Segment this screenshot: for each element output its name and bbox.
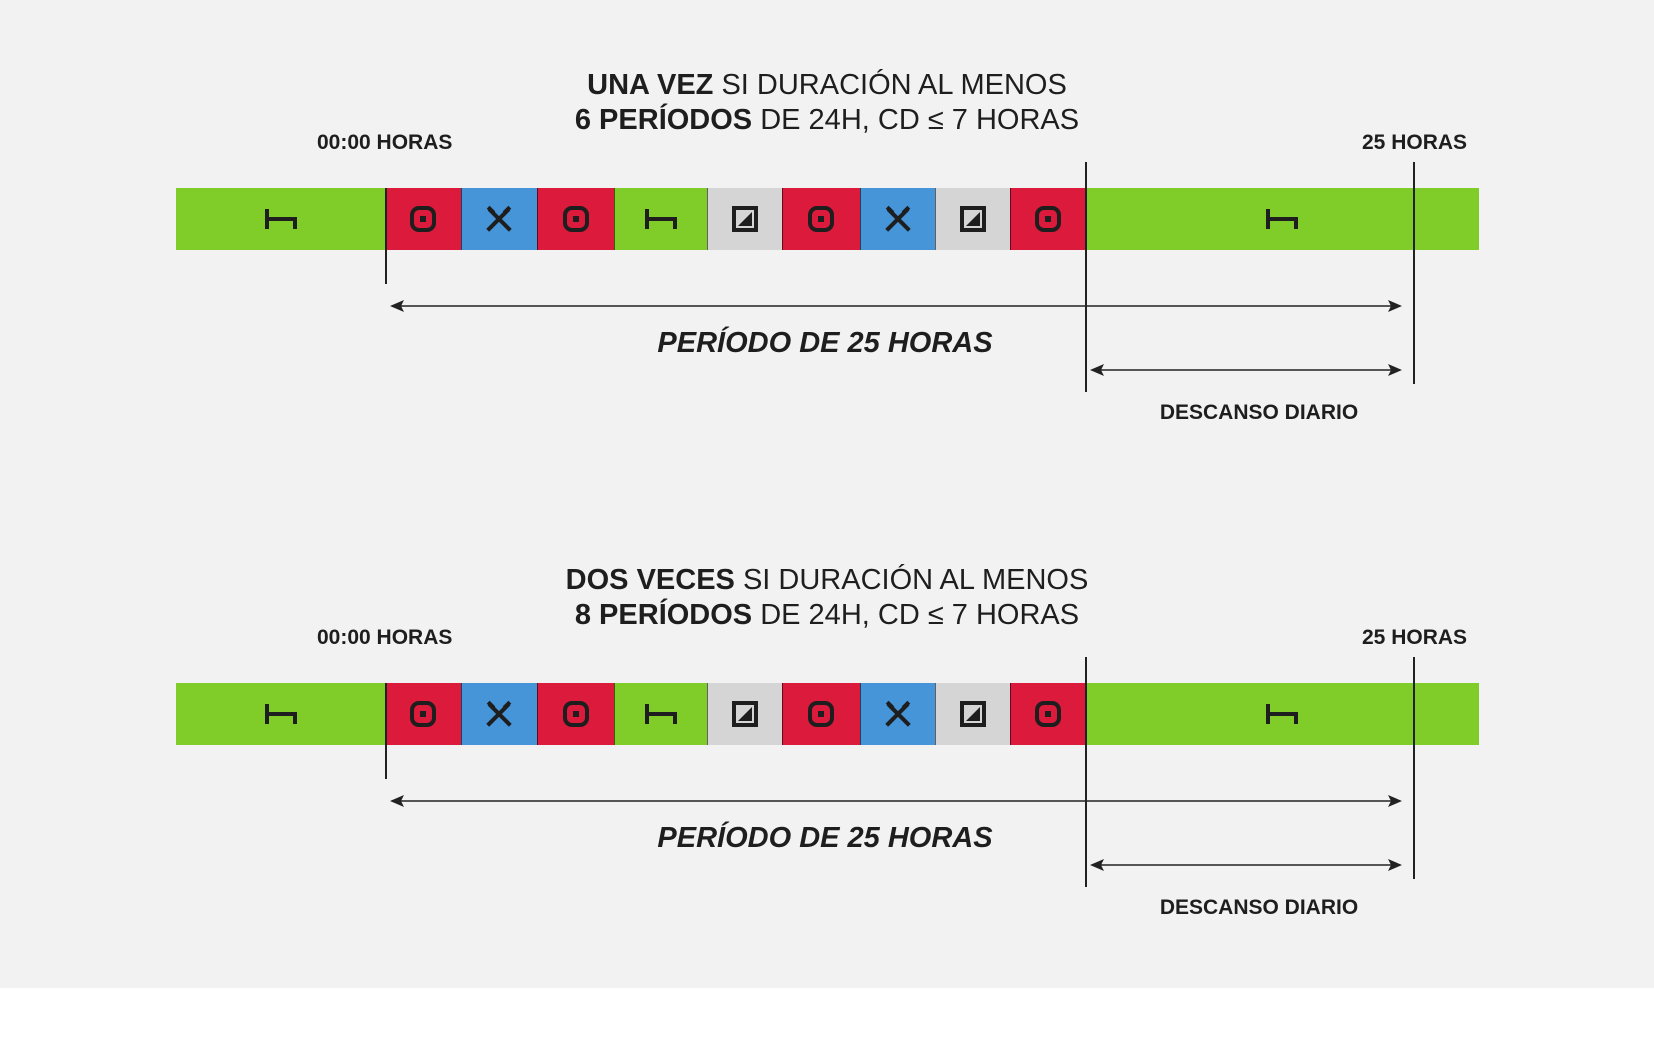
bed-icon [263, 703, 299, 725]
steering-wheel-icon [1034, 700, 1062, 728]
bed-icon [643, 208, 679, 230]
title-text: SI DURACIÓN AL MENOS [713, 69, 1067, 101]
period-arrow [390, 300, 1402, 312]
segment-drive [537, 683, 614, 745]
period-label: PERÍODO DE 25 HORAS [657, 822, 993, 854]
end-hour-label: 25 HORAS [1362, 626, 1468, 649]
segment-rest [176, 683, 385, 745]
steering-wheel-icon [409, 700, 437, 728]
diagram-title-line-2: 6 PERÍODOS DE 24H, CD ≤ 7 HORAS [0, 103, 1654, 138]
period-arrow [390, 795, 1402, 807]
segment-drive [782, 188, 860, 250]
start-marker-line [385, 188, 387, 284]
crossed-hammers-icon [883, 205, 913, 233]
end-marker-line [1413, 657, 1415, 879]
start-marker-line [385, 683, 387, 779]
steering-wheel-icon [562, 700, 590, 728]
diagram-title-line-1: UNA VEZ SI DURACIÓN AL MENOS [0, 68, 1654, 103]
segment-drive [385, 188, 461, 250]
segment-work [461, 188, 537, 250]
daily-rest-label: DESCANSO DIARIO [1159, 896, 1359, 919]
rest-arrow [1090, 364, 1402, 376]
diagram-once: UNA VEZ SI DURACIÓN AL MENOS 6 PERÍODOS … [0, 68, 1654, 468]
segment-rest [176, 188, 385, 250]
steering-wheel-icon [807, 700, 835, 728]
title-emphasis: 6 PERÍODOS [574, 104, 753, 136]
title-text: SI DURACIÓN AL MENOS [734, 564, 1089, 596]
segment-work [860, 683, 935, 745]
crossed-hammers-icon [484, 205, 514, 233]
availability-box-icon [731, 701, 758, 727]
segment-drive [1010, 188, 1085, 250]
segment-work [461, 683, 537, 745]
steering-wheel-icon [807, 205, 835, 233]
rest-start-marker-line [1085, 162, 1087, 392]
segment-drive [782, 683, 860, 745]
end-marker-line [1413, 162, 1415, 384]
title-emphasis: UNA VEZ [587, 69, 714, 101]
start-hour-label: 00:00 HORAS [317, 131, 453, 154]
bed-icon [263, 208, 299, 230]
daily-rest-label: DESCANSO DIARIO [1159, 401, 1359, 424]
rest-start-marker-line [1085, 657, 1087, 887]
dimension-arrows [390, 300, 1402, 376]
steering-wheel-icon [1034, 205, 1062, 233]
availability-box-icon [731, 206, 758, 232]
diagram-panel: UNA VEZ SI DURACIÓN AL MENOS 6 PERÍODOS … [0, 0, 1654, 988]
diagram-twice: DOS VECES SI DURACIÓN AL MENOS 8 PERÍODO… [0, 563, 1654, 963]
diagram-title-line-1: DOS VECES SI DURACIÓN AL MENOS [0, 563, 1654, 598]
segment-work [860, 188, 935, 250]
title-text: DE 24H, CD ≤ 7 HORAS [752, 599, 1080, 631]
segment-availability [707, 683, 782, 745]
availability-box-icon [959, 206, 986, 232]
title-emphasis: 8 PERÍODOS [574, 599, 753, 631]
segment-availability [935, 683, 1010, 745]
segment-availability [935, 188, 1010, 250]
availability-box-icon [959, 701, 986, 727]
steering-wheel-icon [562, 205, 590, 233]
start-hour-label: 00:00 HORAS [317, 626, 453, 649]
bed-icon [643, 703, 679, 725]
segment-rest [614, 188, 707, 250]
steering-wheel-icon [409, 205, 437, 233]
crossed-hammers-icon [484, 700, 514, 728]
segment-drive [537, 188, 614, 250]
dimension-arrows [390, 795, 1402, 871]
end-hour-label: 25 HORAS [1362, 131, 1468, 154]
diagram-title-line-2: 8 PERÍODOS DE 24H, CD ≤ 7 HORAS [0, 598, 1654, 633]
bed-icon [1264, 703, 1300, 725]
bed-icon [1264, 208, 1300, 230]
crossed-hammers-icon [883, 700, 913, 728]
title-emphasis: DOS VECES [565, 564, 735, 596]
segment-rest [614, 683, 707, 745]
title-text: DE 24H, CD ≤ 7 HORAS [752, 104, 1080, 136]
period-label: PERÍODO DE 25 HORAS [657, 327, 993, 359]
segment-drive [385, 683, 461, 745]
segment-drive [1010, 683, 1085, 745]
segment-availability [707, 188, 782, 250]
rest-arrow [1090, 859, 1402, 871]
